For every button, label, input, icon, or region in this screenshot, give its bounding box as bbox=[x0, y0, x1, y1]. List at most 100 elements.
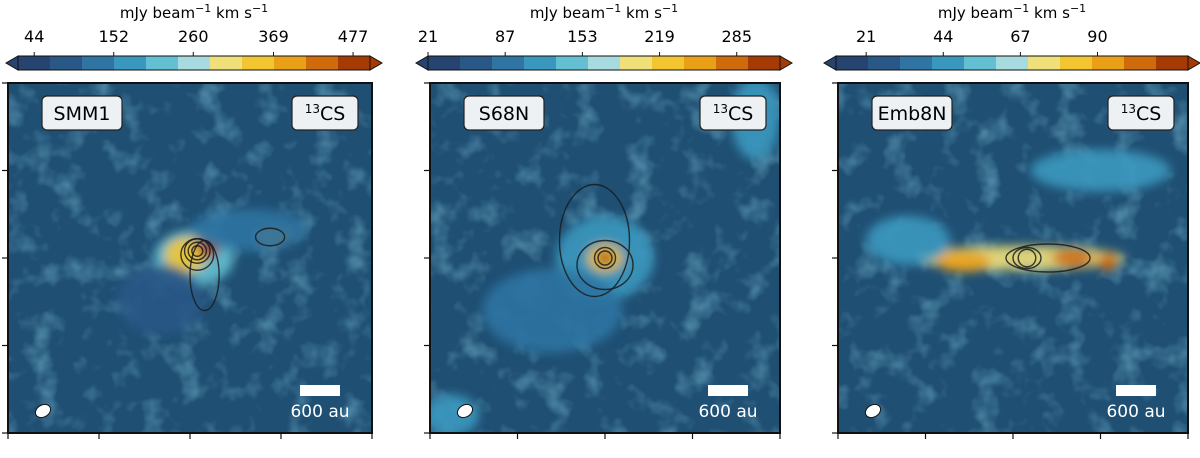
colorbar-segment bbox=[900, 56, 933, 70]
colorbar-tick-label: 152 bbox=[98, 27, 129, 46]
emission-blob bbox=[482, 268, 623, 353]
colorbar-frame bbox=[17, 55, 371, 71]
colorbar-segment bbox=[428, 56, 461, 70]
emission-blob bbox=[430, 394, 479, 433]
emission-blob bbox=[117, 265, 205, 335]
colorbar-segment bbox=[18, 56, 51, 70]
axis-ticks bbox=[424, 82, 781, 439]
source-label-text: S68N bbox=[479, 103, 529, 125]
molecule-label: 13CS bbox=[699, 95, 767, 131]
axis-ticks bbox=[2, 82, 373, 439]
colorbar-segment bbox=[556, 56, 589, 70]
colorbar-segment bbox=[964, 56, 997, 70]
contour-line bbox=[187, 241, 208, 261]
colorbar-segment bbox=[82, 56, 115, 70]
colorbar-extend-low bbox=[5, 55, 19, 71]
colorbar-segment bbox=[716, 56, 749, 70]
molecule-label-box bbox=[1107, 95, 1175, 131]
colorbar-tick-label: 21 bbox=[856, 27, 876, 46]
contour-line bbox=[576, 239, 634, 291]
colorbar-segment bbox=[146, 56, 179, 70]
colorbar-extend-low bbox=[823, 55, 837, 71]
molecule-label-box bbox=[291, 95, 359, 131]
colorbar-tick-label: 219 bbox=[644, 27, 675, 46]
colorbar-title: mJy beam−1 km s−1 bbox=[938, 2, 1086, 22]
colorbar-segment bbox=[274, 56, 307, 70]
source-label: SMM1 bbox=[41, 95, 123, 131]
colorbar-segment bbox=[114, 56, 147, 70]
molecule-label: 13CS bbox=[291, 95, 359, 131]
source-label-box bbox=[41, 95, 123, 131]
colorbar-segment bbox=[242, 56, 275, 70]
scalebar-label: 600 au bbox=[290, 402, 349, 422]
beam-ellipse bbox=[34, 403, 52, 419]
scalebar bbox=[300, 385, 340, 396]
source-label-box bbox=[463, 95, 545, 131]
scalebar bbox=[708, 385, 748, 396]
colorbar-title: mJy beam−1 km s−1 bbox=[530, 2, 678, 22]
source-label-text: SMM1 bbox=[54, 103, 111, 125]
colorbar-segment bbox=[1156, 56, 1189, 70]
colorbar-segment bbox=[338, 56, 371, 70]
scalebar-label: 600 au bbox=[1106, 402, 1165, 422]
source-label: Emb8N bbox=[871, 95, 953, 131]
emission-blob bbox=[598, 251, 612, 265]
colorbar-tick-label: 153 bbox=[567, 27, 598, 46]
molecule-label: 13CS bbox=[1107, 95, 1175, 131]
molecule-label-text: 13CS bbox=[1121, 102, 1162, 125]
map-image: 600 au bbox=[430, 83, 780, 433]
colorbar-extend-high bbox=[779, 55, 793, 71]
colorbar-segment bbox=[178, 56, 211, 70]
contour-line bbox=[597, 250, 613, 266]
colorbar-title: mJy beam−1 km s−1 bbox=[120, 2, 268, 22]
colorbar-segment bbox=[748, 56, 781, 70]
colorbar-segment bbox=[932, 56, 965, 70]
colorbar-segment bbox=[996, 56, 1029, 70]
colorbar: mJy beam−1 km s−1 21 44 67 90 bbox=[823, 2, 1200, 71]
emission-blob bbox=[1051, 249, 1094, 267]
colorbar-extend-high bbox=[369, 55, 383, 71]
contour-line bbox=[558, 183, 631, 298]
beam-ellipse bbox=[456, 403, 474, 419]
axis-ticks bbox=[832, 82, 1189, 439]
colorbar-segment bbox=[210, 56, 243, 70]
emission-blob bbox=[1097, 252, 1118, 271]
contour-line bbox=[254, 227, 286, 247]
contour-line bbox=[1017, 248, 1037, 268]
contour-line bbox=[189, 239, 220, 312]
contour-line bbox=[1012, 246, 1042, 270]
colorbar-segment bbox=[50, 56, 83, 70]
colorbar-segment bbox=[620, 56, 653, 70]
contours bbox=[1005, 243, 1091, 273]
beam-ellipse bbox=[864, 403, 882, 419]
emission-blob bbox=[1030, 149, 1171, 192]
source-label: S68N bbox=[463, 95, 545, 131]
colorbar-tick-label: 44 bbox=[933, 27, 953, 46]
colorbar-frame bbox=[835, 55, 1189, 71]
colorbar-segment bbox=[1092, 56, 1125, 70]
colorbar-tick-label: 477 bbox=[338, 27, 369, 46]
colorbar-segment bbox=[306, 56, 339, 70]
colorbar-tick-label: 44 bbox=[24, 27, 44, 46]
scalebar bbox=[1116, 385, 1156, 396]
molecule-label-box bbox=[699, 95, 767, 131]
scalebar-label: 600 au bbox=[698, 402, 757, 422]
molecule-label-text: 13CS bbox=[713, 102, 754, 125]
colorbar-segment bbox=[460, 56, 493, 70]
colorbar: mJy beam−1 km s−1 21 87 153 219 285 bbox=[415, 2, 793, 71]
colorbar-segment bbox=[524, 56, 557, 70]
colorbar-segment bbox=[836, 56, 869, 70]
emission bbox=[866, 149, 1171, 272]
colorbar-frame bbox=[427, 55, 781, 71]
colorbar-tick-label: 369 bbox=[258, 27, 289, 46]
panel-2: mJy beam−1 km s−1 21 87 153 219 285 600 au S68N… bbox=[415, 2, 793, 439]
contours bbox=[180, 227, 286, 312]
contour-line bbox=[1005, 243, 1091, 273]
colorbar-segment bbox=[1028, 56, 1061, 70]
emission-blob bbox=[190, 209, 307, 251]
colorbar-extend-high bbox=[1187, 55, 1200, 71]
colorbar-tick-label: 90 bbox=[1087, 27, 1107, 46]
molecule-label-text: 13CS bbox=[305, 102, 346, 125]
colorbar-segment bbox=[868, 56, 901, 70]
